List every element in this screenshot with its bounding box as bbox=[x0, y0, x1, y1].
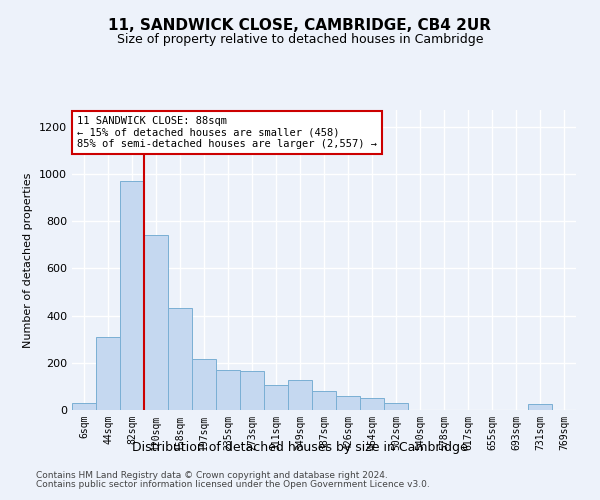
Text: Contains HM Land Registry data © Crown copyright and database right 2024.: Contains HM Land Registry data © Crown c… bbox=[36, 471, 388, 480]
Bar bbox=[216, 370, 240, 410]
Bar bbox=[312, 391, 336, 410]
Text: 11, SANDWICK CLOSE, CAMBRIDGE, CB4 2UR: 11, SANDWICK CLOSE, CAMBRIDGE, CB4 2UR bbox=[109, 18, 491, 32]
Bar bbox=[384, 403, 408, 410]
Bar bbox=[528, 404, 552, 410]
Text: Distribution of detached houses by size in Cambridge: Distribution of detached houses by size … bbox=[132, 441, 468, 454]
Bar bbox=[336, 396, 360, 410]
Bar bbox=[96, 337, 120, 410]
Text: 11 SANDWICK CLOSE: 88sqm
← 15% of detached houses are smaller (458)
85% of semi-: 11 SANDWICK CLOSE: 88sqm ← 15% of detach… bbox=[77, 116, 377, 149]
Bar bbox=[192, 359, 216, 410]
Text: Contains public sector information licensed under the Open Government Licence v3: Contains public sector information licen… bbox=[36, 480, 430, 489]
Bar bbox=[168, 308, 192, 410]
Bar bbox=[72, 403, 96, 410]
Bar bbox=[240, 371, 264, 410]
Y-axis label: Number of detached properties: Number of detached properties bbox=[23, 172, 34, 348]
Bar bbox=[360, 398, 384, 410]
Bar bbox=[144, 235, 168, 410]
Bar bbox=[120, 181, 144, 410]
Text: Size of property relative to detached houses in Cambridge: Size of property relative to detached ho… bbox=[117, 32, 483, 46]
Bar bbox=[264, 385, 288, 410]
Bar bbox=[288, 380, 312, 410]
